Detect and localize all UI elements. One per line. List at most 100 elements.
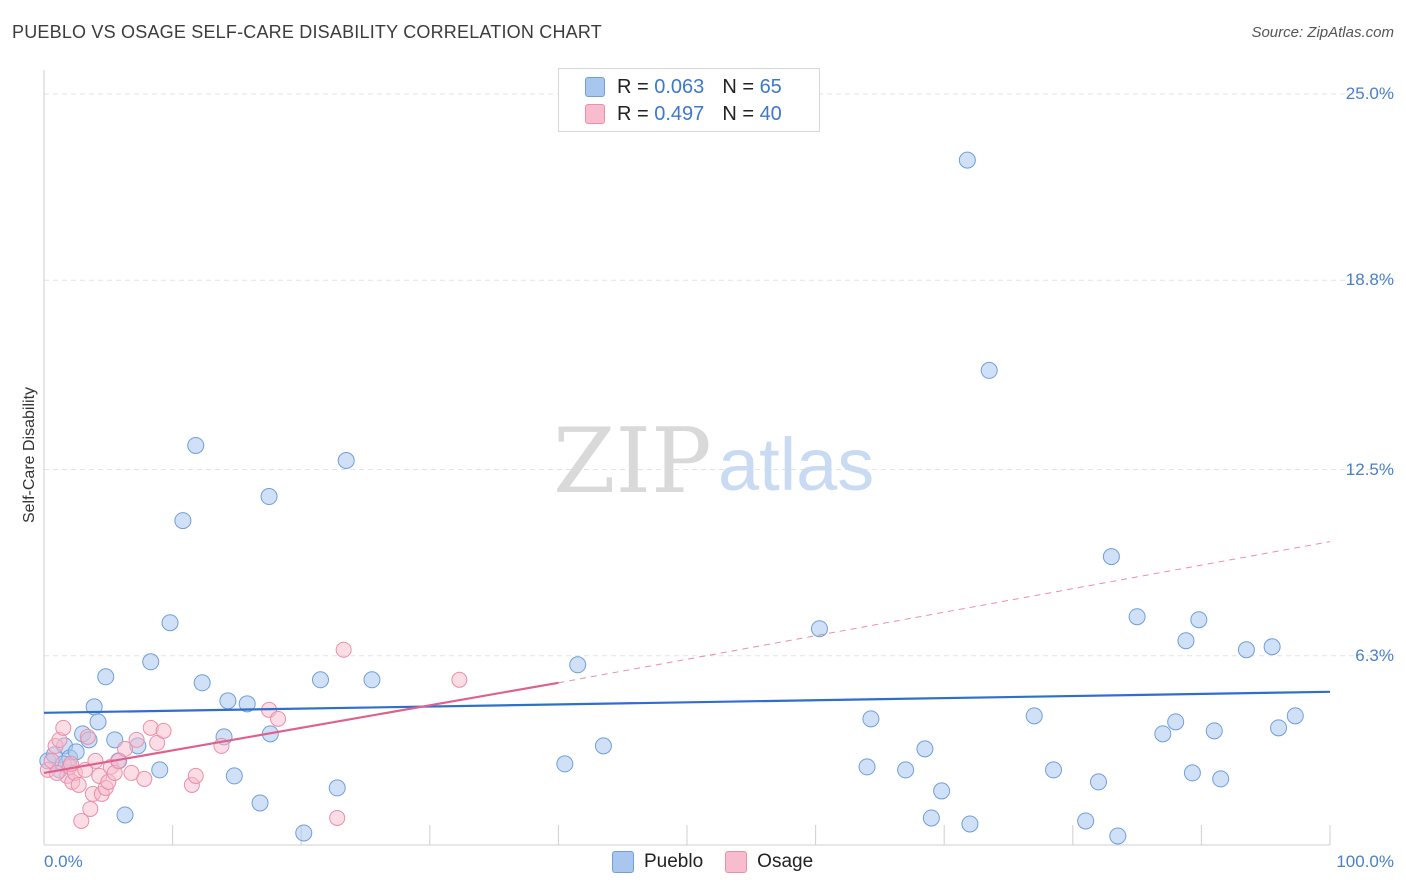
pueblo-point xyxy=(97,668,115,686)
x-tick-min: 0.0% xyxy=(44,852,83,871)
osage-point xyxy=(55,719,72,736)
pueblo-r-value: 0.063 xyxy=(654,75,705,98)
pueblo-legend-label: Pueblo xyxy=(644,851,704,872)
pueblo-point xyxy=(363,671,381,689)
pueblo-point xyxy=(933,782,951,800)
watermark-atlas: atlas xyxy=(718,423,874,506)
osage-swatch xyxy=(585,104,605,124)
osage-point xyxy=(128,731,145,748)
pueblo-point xyxy=(193,674,211,692)
watermark-zip: ZIP xyxy=(553,409,712,514)
legend-item-pueblo[interactable]: Pueblo xyxy=(612,851,703,873)
pueblo-swatch xyxy=(585,77,605,97)
pueblo-point xyxy=(1190,611,1208,629)
pueblo-point xyxy=(594,737,612,755)
osage-n-value: 40 xyxy=(759,102,782,125)
legend-item-osage[interactable]: Osage xyxy=(725,851,813,873)
osage-point xyxy=(87,752,104,769)
osage-point xyxy=(335,641,352,658)
pueblo-point xyxy=(922,809,940,827)
osage-point xyxy=(329,809,346,826)
legend-row-osage: R = 0.497 N = 40 xyxy=(585,101,782,127)
pueblo-point xyxy=(858,758,876,776)
trend-lines xyxy=(43,541,1331,774)
pueblo-point xyxy=(897,761,915,779)
pueblo-point xyxy=(337,452,355,470)
pueblo-point xyxy=(106,731,124,749)
osage-point xyxy=(117,740,134,757)
pueblo-point xyxy=(174,512,192,530)
pueblo-point xyxy=(328,779,346,797)
pueblo-point xyxy=(958,151,976,169)
y-tick-label: 6.3% xyxy=(1355,645,1394,665)
pueblo-point xyxy=(556,755,574,773)
osage-legend-label: Osage xyxy=(757,851,814,872)
pueblo-point xyxy=(1102,548,1120,566)
osage-n-label: N = xyxy=(722,102,754,125)
osage-point xyxy=(451,671,468,688)
pueblo-point xyxy=(1025,707,1043,725)
osage-point xyxy=(155,722,172,739)
y-tick-label: 12.5% xyxy=(1345,459,1394,479)
series-legend: Pueblo Osage xyxy=(612,851,835,873)
pueblo-point xyxy=(1167,713,1185,731)
osage-point xyxy=(79,728,96,745)
pueblo-point xyxy=(116,806,134,824)
x-tick-max: 100.0% xyxy=(1336,852,1394,871)
pueblo-point xyxy=(1237,641,1255,659)
pueblo-point xyxy=(569,656,587,674)
pueblo-point xyxy=(1205,722,1223,740)
pueblo-point xyxy=(1045,761,1063,779)
osage-point xyxy=(70,776,87,793)
chart-title: PUEBLO VS OSAGE SELF-CARE DISABILITY COR… xyxy=(12,22,602,42)
osage-point xyxy=(187,767,204,784)
pueblo-point xyxy=(225,767,243,785)
pueblo-point xyxy=(1090,773,1108,791)
pueblo-point xyxy=(1109,827,1127,845)
stats-legend: R = 0.063 N = 65 R = 0.497 N = 40 xyxy=(558,68,820,132)
pueblo-point xyxy=(187,436,205,454)
pueblo-point xyxy=(89,713,107,731)
pueblo-n-value: 65 xyxy=(759,75,782,98)
pueblo-r-label: R = xyxy=(617,75,649,98)
gridlines xyxy=(44,93,1395,657)
pueblo-point xyxy=(1263,638,1281,656)
pueblo-point xyxy=(295,824,313,842)
pueblo-point xyxy=(1077,812,1095,830)
osage-trend-line xyxy=(43,681,559,774)
pueblo-point xyxy=(1154,725,1172,743)
pueblo-point xyxy=(1177,632,1195,650)
pueblo-point xyxy=(142,653,160,671)
pueblo-point xyxy=(219,692,237,710)
osage-r-label: R = xyxy=(617,102,649,125)
pueblo-point xyxy=(238,695,256,713)
osage-point xyxy=(48,764,65,781)
y-tick-label: 25.0% xyxy=(1345,84,1394,104)
osage-point xyxy=(123,764,140,781)
osage-point xyxy=(270,710,287,727)
pueblo-point xyxy=(1286,707,1304,725)
pueblo-point xyxy=(961,815,979,833)
pueblo-point xyxy=(980,361,998,379)
pueblo-point xyxy=(161,614,179,632)
legend-row-pueblo: R = 0.063 N = 65 xyxy=(585,74,782,100)
pueblo-point xyxy=(810,620,828,638)
osage-r-value: 0.497 xyxy=(654,102,705,125)
pueblo-n-label: N = xyxy=(722,75,754,98)
pueblo-point xyxy=(916,740,934,758)
points-layer xyxy=(39,151,1304,845)
pueblo-point xyxy=(311,671,329,689)
pueblo-point xyxy=(251,794,269,812)
pueblo-point xyxy=(1212,770,1230,788)
source-label: Source: ZipAtlas.com xyxy=(1251,24,1394,41)
osage-point xyxy=(73,812,90,829)
osage-point xyxy=(136,770,153,787)
pueblo-point xyxy=(1128,608,1146,626)
osage-legend-swatch xyxy=(725,851,748,873)
pueblo-point xyxy=(862,710,880,728)
pueblo-point xyxy=(1270,719,1288,737)
pueblo-trend-line xyxy=(43,690,1331,714)
pueblo-point xyxy=(260,488,278,506)
osage-trend-extension xyxy=(558,541,1331,684)
pueblo-point xyxy=(151,761,169,779)
